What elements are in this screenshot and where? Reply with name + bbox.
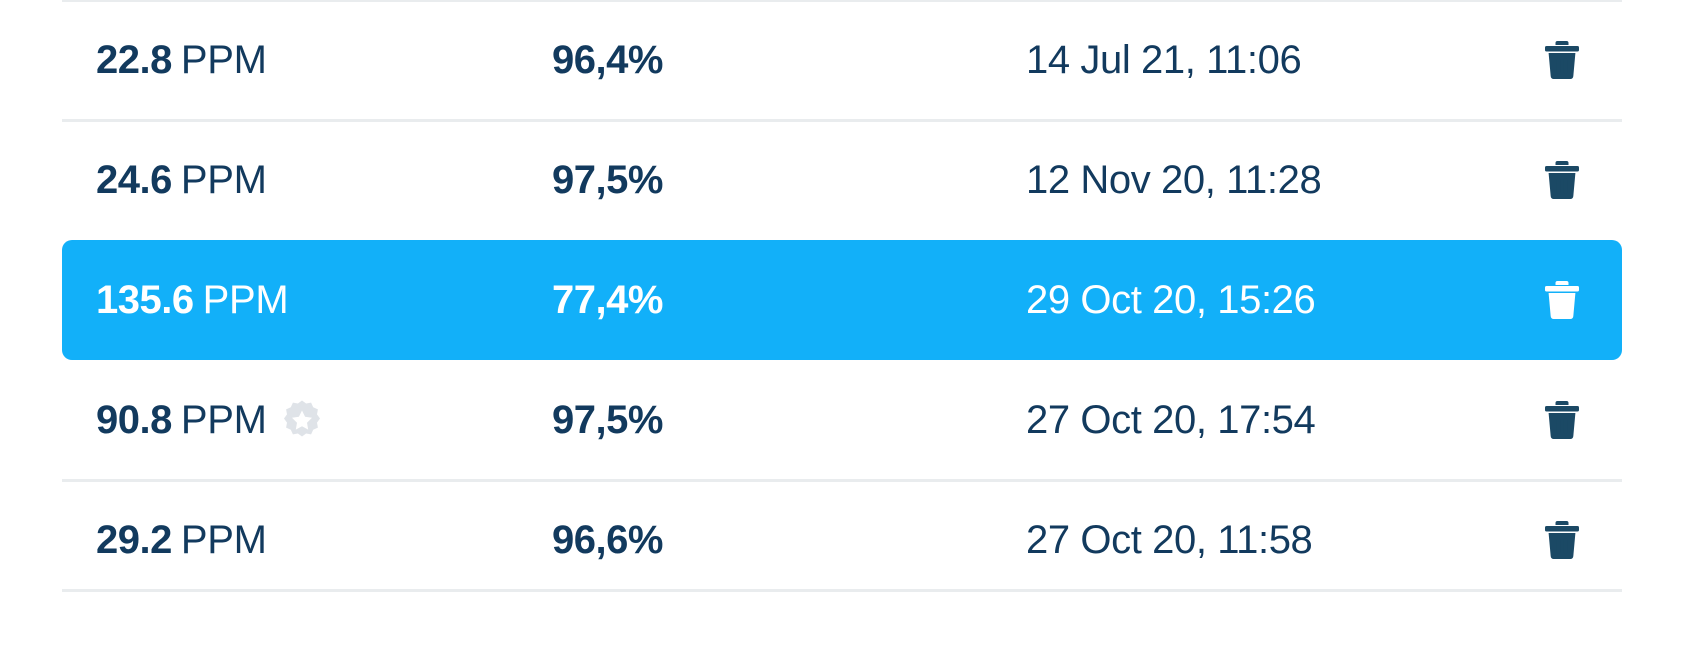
table-row[interactable]: 24.6 PPM 97,5% 12 Nov 20, 11:28 (62, 118, 1622, 240)
percent-cell: 97,5% (552, 157, 663, 202)
table-row-selected[interactable]: 135.6 PPM 77,4% 29 Oct 20, 15:26 (62, 240, 1622, 360)
ppm-unit: PPM (180, 157, 267, 202)
date-cell: 29 Oct 20, 15:26 (1026, 277, 1316, 322)
date-cell: 27 Oct 20, 17:54 (1026, 397, 1316, 442)
ppm-value: 90.8 (96, 397, 172, 442)
delete-button[interactable] (1502, 41, 1622, 79)
date-cell: 12 Nov 20, 11:28 (1026, 157, 1322, 202)
list-bottom-divider (62, 589, 1622, 592)
ppm-cell: 29.2 PPM (62, 518, 552, 563)
table-row[interactable]: 90.8 PPM 97,5% 27 Oct 20, 17:54 (62, 360, 1622, 480)
ppm-unit: PPM (202, 277, 289, 322)
ppm-value: 29.2 (96, 517, 172, 562)
trash-icon (1545, 41, 1579, 79)
trash-icon (1545, 161, 1579, 199)
trash-icon (1545, 401, 1579, 439)
trash-icon (1545, 281, 1579, 319)
delete-button[interactable] (1502, 161, 1622, 199)
ppm-cell: 135.6 PPM (62, 278, 552, 323)
ppm-cell: 90.8 PPM (62, 398, 552, 443)
ppm-unit: PPM (180, 517, 267, 562)
delete-button[interactable] (1502, 401, 1622, 439)
trash-icon (1545, 521, 1579, 559)
ppm-value: 24.6 (96, 157, 172, 202)
percent-cell: 96,4% (552, 37, 663, 82)
percent-cell: 97,5% (552, 397, 663, 442)
date-cell: 14 Jul 21, 11:06 (1026, 37, 1302, 82)
ppm-cell: 22.8 PPM (62, 38, 552, 83)
table-row[interactable]: 29.2 PPM 96,6% 27 Oct 20, 11:58 (62, 478, 1622, 600)
ppm-cell: 24.6 PPM (62, 158, 552, 203)
ppm-value: 22.8 (96, 37, 172, 82)
date-cell: 27 Oct 20, 11:58 (1026, 517, 1313, 562)
percent-cell: 77,4% (552, 277, 663, 322)
delete-button[interactable] (1502, 281, 1622, 319)
ppm-unit: PPM (180, 37, 267, 82)
ppm-value: 135.6 (96, 277, 194, 322)
ppm-unit: PPM (180, 397, 267, 442)
percent-cell: 96,6% (552, 517, 663, 562)
award-badge-icon (281, 399, 323, 441)
delete-button[interactable] (1502, 521, 1622, 559)
table-row[interactable]: 22.8 PPM 96,4% 14 Jul 21, 11:06 (62, 0, 1622, 120)
